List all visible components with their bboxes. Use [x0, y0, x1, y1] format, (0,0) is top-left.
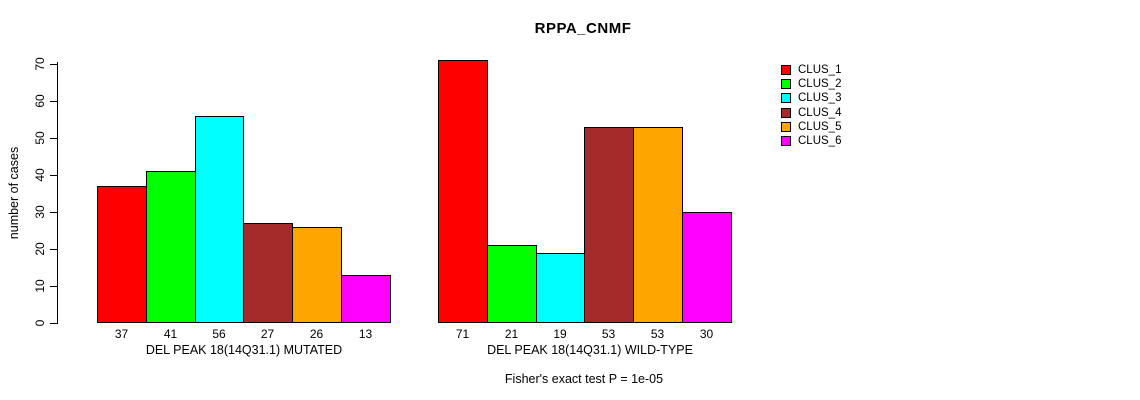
- legend-label: CLUS_1: [798, 64, 842, 77]
- bar-clus_3-group1: [195, 116, 244, 323]
- x-axis-label-wild-type: DEL PEAK 18(14Q31.1) WILD-TYPE: [487, 343, 693, 357]
- bar-clus_5-group1: [292, 227, 342, 323]
- legend-label: CLUS_2: [798, 78, 842, 91]
- y-axis-tick-label: 30: [33, 205, 47, 219]
- legend-item-clus_5: CLUS_5: [781, 120, 841, 134]
- bar-clus_3-group2: [536, 253, 585, 323]
- bar-value-label: 41: [163, 327, 178, 341]
- y-axis-tick-label: 70: [33, 57, 47, 71]
- bar-clus_2-group2: [487, 245, 537, 323]
- y-axis-tick-label: 20: [33, 242, 47, 256]
- y-axis-tick-label: 60: [33, 94, 47, 108]
- bar-value-label: 30: [699, 327, 714, 341]
- y-axis-tick-label: 40: [33, 168, 47, 182]
- bar-value-label: 19: [553, 327, 567, 341]
- legend-item-clus_3: CLUS_3: [781, 91, 841, 105]
- legend-swatch: [781, 79, 791, 90]
- legend-label: CLUS_6: [798, 135, 842, 148]
- y-axis-tick: [50, 285, 57, 287]
- bar-value-label: 26: [309, 327, 324, 341]
- bar-clus_2-group1: [146, 171, 196, 323]
- bar-clus_4-group1: [243, 223, 293, 323]
- bar-clus_5-group2: [633, 127, 683, 323]
- legend-swatch: [781, 65, 791, 76]
- chart-title: RPPA_CNMF: [534, 20, 632, 37]
- x-axis-label-mutated: DEL PEAK 18(14Q31.1) MUTATED: [145, 343, 343, 357]
- bar-value-label: 37: [114, 327, 129, 341]
- legend-label: CLUS_3: [798, 92, 842, 105]
- bar-value-label: 53: [650, 327, 665, 341]
- bar-clus_1-group2: [438, 60, 488, 323]
- legend-item-clus_2: CLUS_2: [781, 77, 841, 91]
- bar-clus_4-group2: [584, 127, 634, 323]
- bar-value-label: 27: [260, 327, 275, 341]
- bar-value-label: 53: [601, 327, 616, 341]
- legend-item-clus_4: CLUS_4: [781, 106, 841, 120]
- y-axis-tick: [50, 322, 57, 324]
- y-axis-tick-label: 10: [33, 279, 47, 293]
- legend-label: CLUS_4: [798, 106, 842, 119]
- legend-item-clus_6: CLUS_6: [781, 134, 841, 148]
- legend-item-clus_1: CLUS_1: [781, 63, 841, 77]
- y-axis-tick: [50, 174, 57, 176]
- fisher-test-annotation: Fisher's exact test P = 1e-05: [504, 372, 664, 386]
- legend: CLUS_1 CLUS_2 CLUS_3 CLUS_4 CLUS_5 CLUS_6: [781, 63, 841, 148]
- bar-value-label: 13: [358, 327, 373, 341]
- y-axis-tick-label: 0: [33, 319, 47, 327]
- legend-swatch: [781, 121, 791, 132]
- bar-value-label: 21: [504, 327, 519, 341]
- y-axis-title: number of cases: [7, 146, 21, 240]
- y-axis-line: [57, 62, 58, 324]
- y-axis-tick: [50, 63, 57, 65]
- y-axis-tick-label: 50: [33, 131, 47, 145]
- legend-swatch: [781, 136, 791, 147]
- bar-value-label: 71: [455, 327, 470, 341]
- y-axis-tick: [50, 100, 57, 102]
- bar-clus_1-group1: [97, 186, 147, 323]
- y-axis-tick: [50, 137, 57, 139]
- bar-clus_6-group1: [341, 275, 391, 323]
- bar-value-label: 56: [212, 327, 226, 341]
- bar-clus_6-group2: [682, 212, 732, 323]
- legend-swatch: [781, 93, 791, 104]
- legend-label: CLUS_5: [798, 120, 842, 133]
- y-axis-tick: [50, 211, 57, 213]
- legend-swatch: [781, 107, 791, 118]
- y-axis-tick: [50, 248, 57, 250]
